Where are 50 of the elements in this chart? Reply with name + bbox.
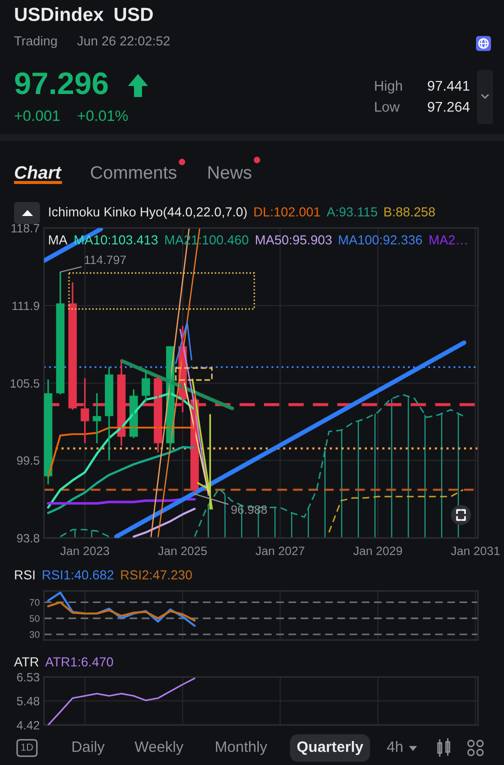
y-tick-label: 4.42 [16, 720, 40, 730]
text: 4h [387, 741, 402, 752]
annotation: 114.797 [84, 256, 126, 264]
text: MA50:95.903 [256, 235, 332, 244]
text: 1D [21, 744, 33, 751]
chart-title: RSI [15, 570, 34, 580]
text: ATR1:6.470 [45, 657, 114, 666]
text: 97.264 [428, 102, 470, 112]
chart-subtitle: USD [114, 8, 153, 22]
series-label: RSI1:40.682 [42, 570, 114, 580]
text: Low [375, 102, 400, 112]
text: Quarterly [297, 741, 364, 755]
text: B:88.258 [384, 207, 435, 216]
y-tick-label: 93.8 [17, 534, 40, 542]
text: RSI2:47.230 [121, 570, 192, 580]
x-tick-label: Jan 2029 [353, 546, 402, 556]
x-tick-label: Jan 2023 [60, 546, 110, 556]
text: +0.01% [78, 110, 128, 122]
text: MA2… [430, 235, 467, 244]
text: Trading [14, 36, 57, 48]
text: Jun 26 22:02:52 [77, 36, 170, 46]
text: Ichimoku Kinko Hyo(44.0,22.0,7.0) [49, 206, 247, 220]
y-tick-label: 30 [30, 631, 40, 638]
x-tick-label: Jan 2025 [158, 546, 207, 556]
text: 97.441 [428, 80, 470, 91]
x-tick-label: Jan 2027 [256, 546, 304, 556]
y-tick-label: 5.48 [16, 696, 40, 706]
text: 97.296 [15, 72, 108, 94]
text: High [375, 80, 402, 94]
x-tick-label: Jan 2031 [450, 546, 500, 556]
legend-label: MA100:92.336 [339, 235, 422, 244]
chart-title: ATR [14, 657, 38, 666]
y-tick-label: 118.7 [12, 224, 40, 232]
chart-title: USDindex [15, 7, 104, 22]
y-tick-label: 99.5 [17, 456, 40, 465]
text: A:93.115 [326, 207, 378, 216]
text: Monthly [216, 741, 268, 755]
text: News [208, 166, 252, 179]
y-tick-label: 50 [30, 615, 40, 622]
y-tick-label: 105.5 [10, 379, 40, 388]
text: Comments [90, 166, 176, 179]
text: DL:102.001 [254, 207, 320, 216]
text: Chart [14, 166, 62, 179]
y-tick-label: 6.53 [17, 672, 40, 682]
annotation: MA [49, 235, 68, 244]
y-tick-label: 111.9 [12, 302, 40, 310]
y-tick-label: 70 [30, 599, 40, 606]
text: Weekly [134, 741, 184, 755]
text: Daily [72, 741, 105, 755]
text: +0.001 [14, 110, 60, 122]
